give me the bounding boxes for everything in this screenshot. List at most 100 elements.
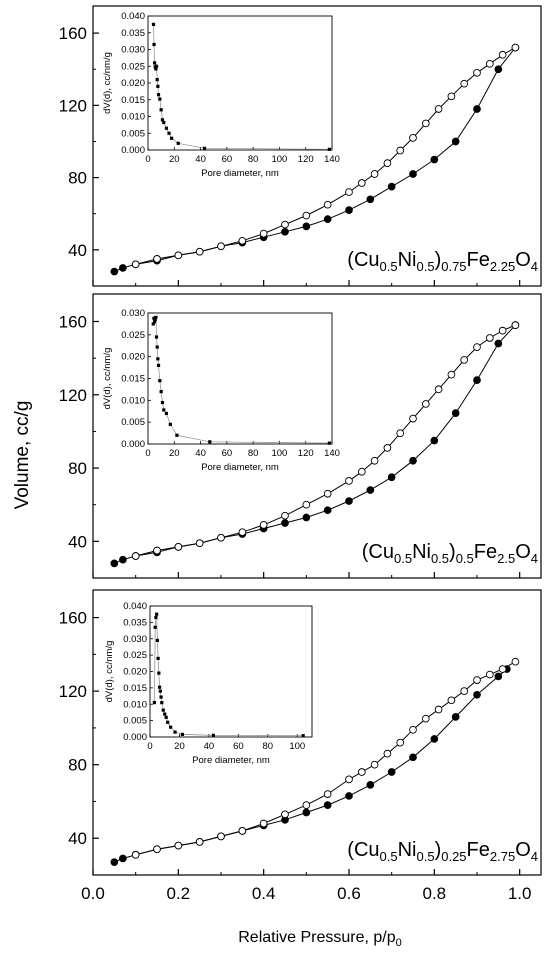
desorption-point <box>396 738 405 747</box>
inset-x-tick-label: 80 <box>248 154 259 165</box>
inset-y-tick-label: 0.015 <box>121 95 145 106</box>
formula-text: Ni <box>398 249 417 271</box>
inset-pore-size-distribution: 0.000 0.005 0.010 0.015 0.020 0.025 0.030 0.035… <box>102 11 340 179</box>
inset-point <box>168 422 172 426</box>
inset-x-tick-label: 20 <box>169 448 180 459</box>
desorption-point <box>357 768 366 776</box>
inset-point <box>160 701 164 705</box>
inset-point <box>154 64 159 68</box>
desorption-point <box>409 725 417 734</box>
inset-frame <box>147 15 333 151</box>
inset-point <box>155 78 159 82</box>
adsorption-point <box>119 264 127 272</box>
plot-frame <box>92 293 542 579</box>
formula-text: O <box>515 541 531 563</box>
desorption-point <box>238 236 247 245</box>
desorption-point <box>131 850 140 859</box>
adsorption-point <box>494 672 503 681</box>
desorption-point <box>447 370 456 379</box>
inset-point <box>157 671 161 675</box>
desorption-point <box>259 819 268 828</box>
inset-point <box>156 84 160 88</box>
panel-b: 4080120160(b)(Cu0.5Ni0.5)0.5Fe2.5O40.000… <box>59 293 542 579</box>
formula-text: (Cu <box>362 541 394 563</box>
adsorption-point <box>119 854 127 863</box>
desorption-point <box>345 477 353 485</box>
adsorption-point <box>302 513 311 522</box>
desorption-point <box>195 838 204 846</box>
inset-pore-size-distribution: 0.000 0.005 0.010 0.015 0.020 0.025 0.030 0 20 40… <box>102 308 340 473</box>
inset-point <box>208 440 212 444</box>
formula-subscript: 0.5 <box>416 259 434 274</box>
x-axis-title-main: Relative Pressure, p/p <box>238 929 396 946</box>
desorption-point <box>238 528 247 537</box>
x-axis-title: Relative Pressure, p/p0 <box>238 929 402 949</box>
inset-x-axis-title: Pore diameter, nm <box>201 168 279 179</box>
y-tick-label: 160 <box>59 24 87 43</box>
desorption-point <box>473 343 481 351</box>
inset-y-tick-label: 0.010 <box>123 699 147 710</box>
adsorption-point <box>494 65 503 74</box>
inset-point <box>156 357 160 361</box>
inset-point <box>156 656 160 660</box>
y-tick-label: 40 <box>68 532 87 551</box>
panel-a: 4080120160(a)(Cu0.5Ni0.5)0.75Fe2.25O40.0… <box>59 5 542 287</box>
inset-point <box>154 335 159 339</box>
desorption-point <box>447 696 456 705</box>
adsorption-point <box>430 155 439 164</box>
desorption-point <box>370 170 379 178</box>
inset-point <box>157 685 162 689</box>
inset-point <box>163 712 167 716</box>
desorption-point <box>323 200 332 209</box>
adsorption-point <box>302 222 311 231</box>
x-tick-label: 0.8 <box>423 884 447 903</box>
desorption-point <box>131 260 140 269</box>
y-axis-title: Volume, cc/g <box>12 401 33 510</box>
inset-point <box>158 97 162 101</box>
inset-x-tick-label: 140 <box>324 448 340 459</box>
desorption-point <box>396 429 405 438</box>
inset-point <box>175 433 179 437</box>
formula-text: ) <box>435 839 442 861</box>
inset-x-axis-title: Pore diameter, nm <box>192 755 270 766</box>
desorption-point <box>511 321 520 329</box>
desorption-point <box>485 334 494 342</box>
inset-x-tick-label: 120 <box>298 154 314 165</box>
desorption-point <box>153 255 161 263</box>
desorption-point <box>357 467 366 476</box>
x-tick-label: 0.2 <box>167 884 191 903</box>
inset-point <box>327 441 331 445</box>
desorption-point <box>323 489 332 498</box>
formula-subscript: 4 <box>531 259 538 274</box>
inset-x-tick-label: 100 <box>289 741 305 752</box>
formula-subscript: 0.5 <box>380 259 398 274</box>
inset-point <box>176 141 180 145</box>
x-tick-label: 0.6 <box>337 884 361 903</box>
inset-y-tick-label: 0.010 <box>121 395 145 406</box>
inset-point <box>166 720 170 724</box>
y-tick-label: 160 <box>59 609 87 628</box>
desorption-point <box>174 543 183 551</box>
formula-subscript: 2.25 <box>490 259 515 274</box>
desorption-point <box>421 119 430 128</box>
inset-y-tick-label: 0.030 <box>123 634 147 645</box>
adsorption-point <box>323 506 332 515</box>
inset-point <box>153 317 157 322</box>
y-tick-label: 120 <box>59 682 87 701</box>
formula-text: Fe <box>474 541 497 563</box>
inset-point <box>154 315 158 319</box>
adsorption-point <box>409 456 417 465</box>
adsorption-point <box>119 555 127 564</box>
desorption-point <box>259 521 268 529</box>
adsorption-point <box>473 376 481 384</box>
adsorption-point <box>302 808 311 817</box>
inset-point <box>156 363 161 367</box>
y-tick-label: 40 <box>68 241 87 260</box>
y-tick-label: 80 <box>68 756 87 775</box>
panel-c: 40801201600.00.20.40.60.81.0(c)(Cu0.5Ni0… <box>59 589 542 903</box>
formula-subscript: 0.5 <box>380 849 398 864</box>
inset-x-tick-label: 60 <box>222 448 233 459</box>
adsorption-point <box>430 735 439 743</box>
x-tick-label: 0.4 <box>252 884 276 903</box>
formula-subscript: 2.75 <box>490 849 515 864</box>
